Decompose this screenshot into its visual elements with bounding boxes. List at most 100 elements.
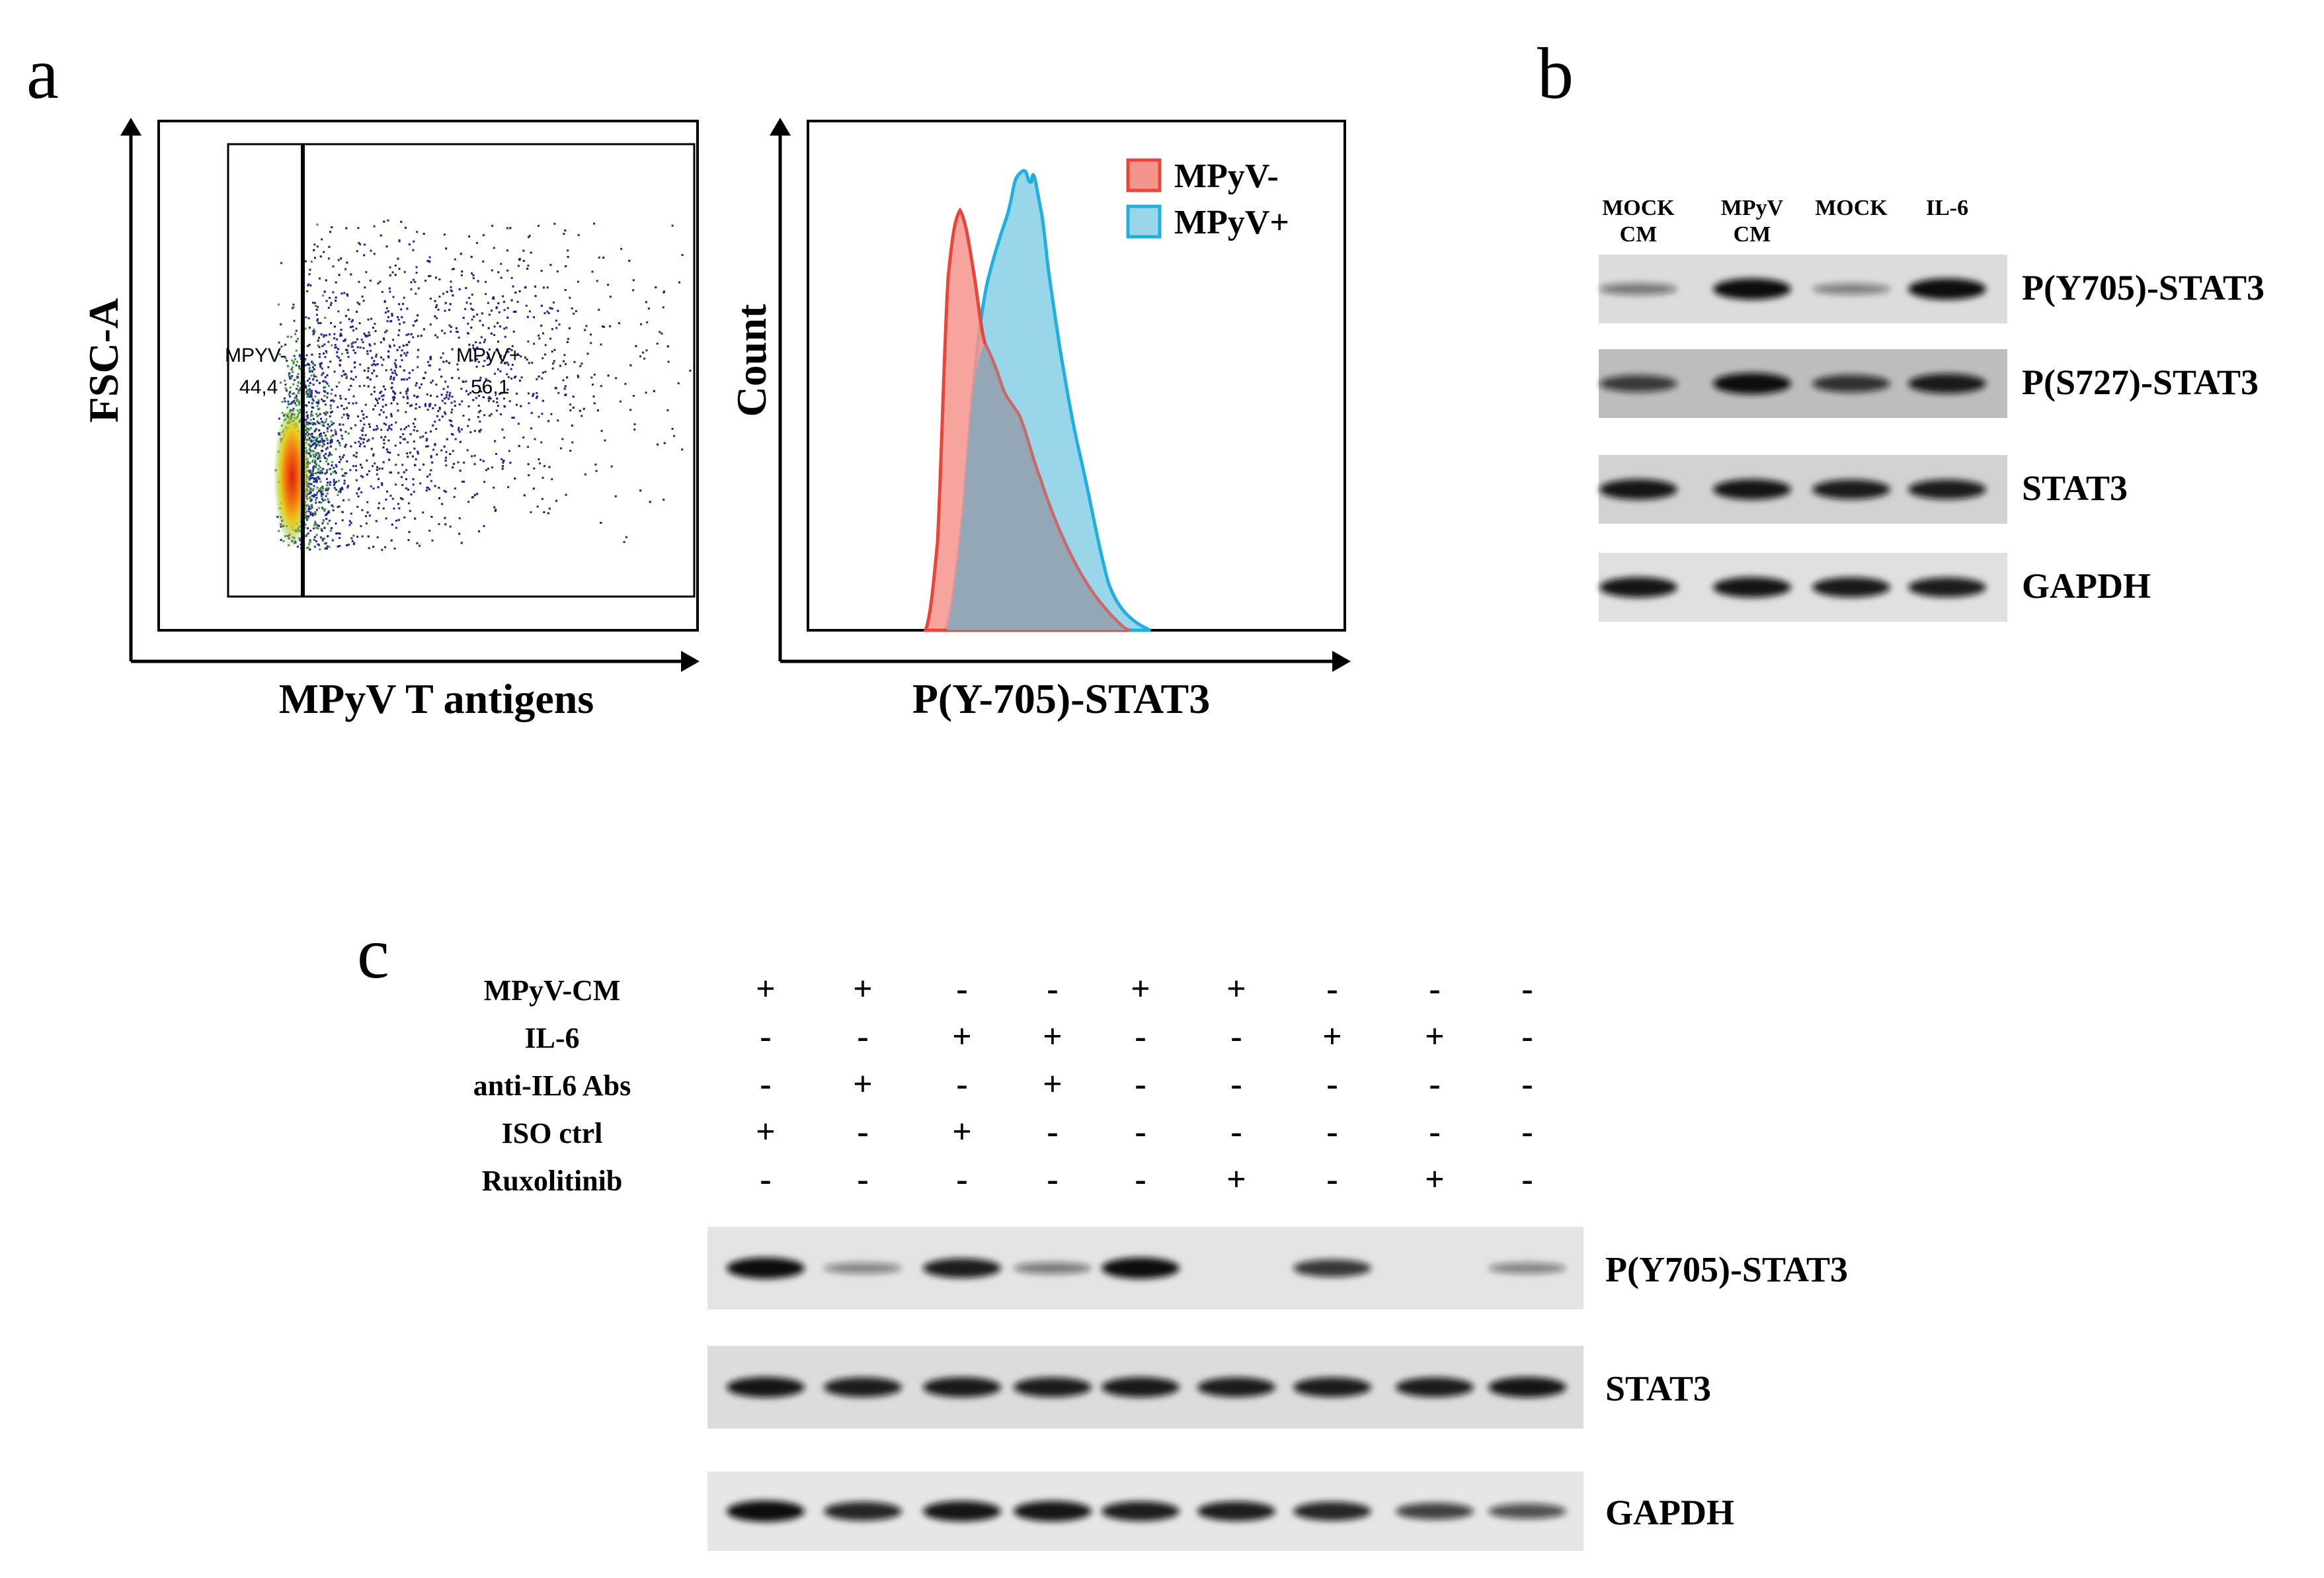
flow-event-dot bbox=[312, 333, 315, 336]
flow-event-dot bbox=[567, 256, 569, 258]
flow-event-dot bbox=[335, 448, 337, 450]
flow-event-dot bbox=[377, 282, 380, 285]
flow-event-dot bbox=[318, 392, 321, 394]
flow-event-dot bbox=[528, 236, 530, 239]
flow-event-dot bbox=[483, 524, 485, 527]
flow-event-dot bbox=[319, 460, 321, 462]
flow-event-dot bbox=[451, 425, 454, 427]
flow-event-dot bbox=[603, 325, 606, 328]
flow-event-dot bbox=[292, 370, 294, 373]
flow-event-dot bbox=[499, 356, 501, 358]
panel-c-letter: c bbox=[357, 913, 389, 993]
flow-event-dot bbox=[333, 325, 336, 328]
flow-event-dot bbox=[563, 360, 565, 362]
condition-sign: + bbox=[1226, 1161, 1246, 1198]
flow-event-dot bbox=[462, 415, 465, 417]
flow-event-dot bbox=[312, 384, 315, 386]
flow-event-dot bbox=[308, 448, 311, 450]
flow-event-dot bbox=[485, 378, 487, 380]
flow-event-dot bbox=[315, 526, 318, 529]
gate-pos-percent: 56,1 bbox=[471, 376, 509, 398]
flow-event-dot bbox=[614, 495, 617, 497]
flow-event-dot bbox=[361, 295, 364, 298]
flow-event-dot bbox=[410, 333, 413, 335]
flow-event-dot bbox=[313, 493, 316, 496]
flow-event-dot bbox=[604, 439, 606, 442]
flow-event-dot bbox=[557, 419, 559, 422]
flow-event-dot bbox=[307, 345, 309, 347]
blot-c-row-band bbox=[1293, 1377, 1371, 1397]
flow-event-dot bbox=[348, 499, 350, 501]
flow-event-dot bbox=[357, 227, 360, 229]
flow-event-dot bbox=[607, 374, 610, 377]
flow-event-dot bbox=[461, 400, 463, 403]
flow-event-dot bbox=[399, 436, 402, 438]
flow-event-dot bbox=[354, 465, 357, 468]
flow-event-dot bbox=[403, 352, 406, 354]
flow-event-dot bbox=[538, 337, 541, 340]
flow-event-dot bbox=[343, 475, 346, 478]
flow-event-dot bbox=[372, 362, 375, 365]
flow-event-dot bbox=[444, 523, 447, 526]
flow-event-dot bbox=[540, 269, 543, 272]
flow-event-dot bbox=[471, 318, 473, 321]
flow-event-dot bbox=[308, 505, 311, 508]
flow-event-dot bbox=[415, 458, 417, 461]
flow-event-dot bbox=[495, 349, 498, 352]
flow-event-dot bbox=[329, 442, 332, 444]
blot-c-label: STAT3 bbox=[1605, 1369, 1711, 1409]
flow-event-dot bbox=[500, 413, 502, 415]
flow-event-dot bbox=[320, 333, 323, 336]
flow-event-dot bbox=[383, 442, 385, 445]
flow-event-dot bbox=[341, 353, 343, 355]
flow-event-dot bbox=[306, 431, 309, 433]
flow-event-dot bbox=[596, 280, 598, 282]
flow-event-dot bbox=[325, 381, 327, 384]
flow-event-dot bbox=[506, 373, 508, 376]
flow-event-dot bbox=[384, 546, 387, 548]
flow-event-dot bbox=[381, 482, 383, 485]
flow-event-dot bbox=[326, 446, 329, 449]
flow-event-dot bbox=[313, 513, 315, 516]
flow-event-dot bbox=[309, 548, 311, 551]
flow-event-dot bbox=[384, 388, 387, 391]
flow-event-dot bbox=[376, 425, 378, 427]
flow-event-dot bbox=[308, 543, 311, 546]
flow-event-dot bbox=[448, 395, 451, 397]
flow-event-dot bbox=[414, 464, 417, 466]
flow-event-dot bbox=[333, 333, 336, 335]
flow-event-dot bbox=[331, 399, 334, 401]
flow-event-dot bbox=[331, 461, 334, 464]
flow-event-dot bbox=[323, 334, 325, 337]
flow-event-dot bbox=[321, 398, 323, 401]
flow-event-dot bbox=[310, 488, 312, 491]
flow-event-dot bbox=[324, 356, 327, 358]
flow-event-dot bbox=[395, 519, 397, 522]
flow-event-dot bbox=[323, 395, 326, 397]
flow-event-dot bbox=[393, 376, 395, 379]
flow-gate-frame bbox=[227, 143, 696, 598]
flow-event-dot bbox=[346, 486, 349, 489]
flow-event-dot bbox=[329, 468, 331, 470]
flow-event-dot bbox=[475, 341, 477, 343]
flow-event-dot bbox=[323, 380, 325, 382]
flow-event-dot bbox=[475, 397, 477, 399]
flow-event-dot bbox=[329, 415, 331, 417]
flow-event-dot bbox=[489, 415, 491, 417]
flow-event-dot bbox=[315, 428, 317, 431]
flow-event-dot bbox=[666, 409, 669, 411]
flow-event-dot bbox=[565, 394, 567, 396]
flow-event-dot bbox=[311, 513, 314, 515]
flow-event-dot bbox=[350, 522, 352, 524]
blot-c-row-band bbox=[1488, 1263, 1566, 1274]
flow-event-dot bbox=[422, 511, 424, 514]
flow-event-dot bbox=[561, 438, 564, 440]
flow-event-dot bbox=[434, 404, 436, 407]
legend-label-mpyv-pos: MPyV+ bbox=[1174, 204, 1289, 241]
flow-event-dot bbox=[478, 411, 481, 413]
flow-event-dot bbox=[516, 353, 519, 355]
flow-event-dot bbox=[335, 386, 338, 388]
flow-event-dot bbox=[512, 310, 515, 313]
flow-event-dot bbox=[407, 397, 409, 400]
flow-event-dot bbox=[330, 322, 333, 324]
